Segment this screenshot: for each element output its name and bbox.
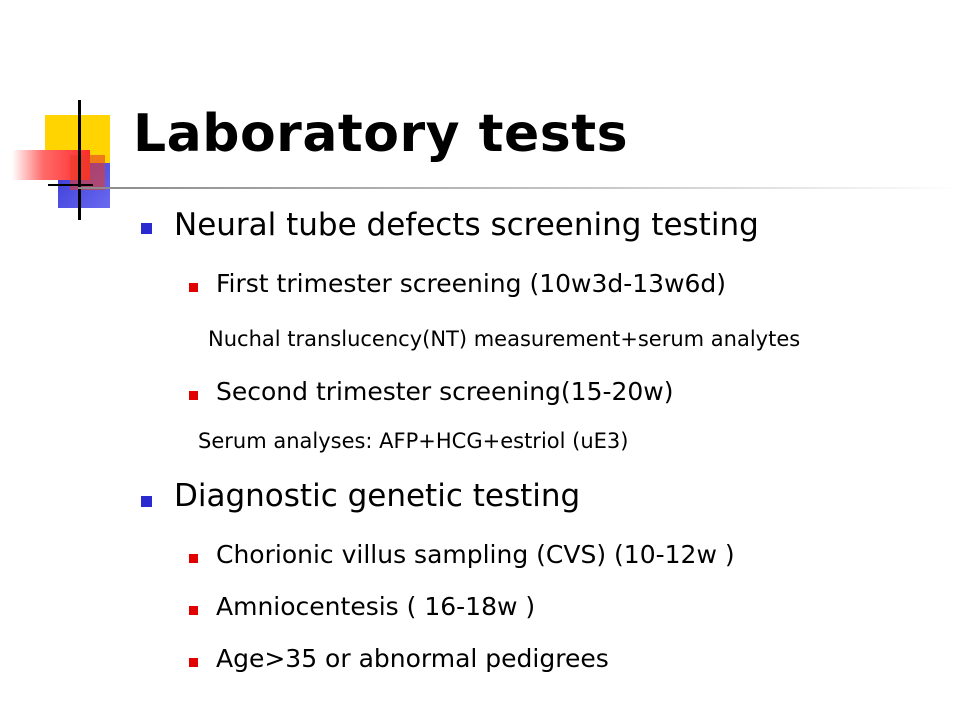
corner-logo-icon bbox=[0, 0, 140, 230]
logo-horizontal-line bbox=[48, 184, 93, 186]
logo-vertical-line bbox=[78, 100, 81, 220]
bullet-square-icon bbox=[141, 496, 152, 507]
sub-bullet-square-icon bbox=[189, 283, 198, 292]
bullet-square-icon bbox=[141, 223, 152, 234]
title-underline bbox=[78, 187, 960, 189]
bullet-item-neural-tube: Neural tube defects screening testing bbox=[174, 207, 759, 243]
sub-item-first-trimester: First trimester screening (10w3d-13w6d) bbox=[216, 269, 727, 298]
sub-item-serum-analyses: Serum analyses: AFP+HCG+estriol (uE3) bbox=[198, 429, 629, 453]
sub-bullet-square-icon bbox=[189, 658, 198, 667]
sub-item-nuchal-translucency: Nuchal translucency(NT) measurement+seru… bbox=[208, 327, 801, 351]
sub-bullet-square-icon bbox=[189, 606, 198, 615]
sub-bullet-square-icon bbox=[189, 391, 198, 400]
bullet-item-diagnostic-genetic: Diagnostic genetic testing bbox=[174, 478, 581, 514]
sub-item-second-trimester: Second trimester screening(15-20w) bbox=[216, 377, 674, 406]
slide-title: Laboratory tests bbox=[133, 104, 629, 164]
sub-item-age-pedigrees: Age>35 or abnormal pedigrees bbox=[216, 644, 609, 673]
sub-bullet-square-icon bbox=[189, 554, 198, 563]
sub-item-cvs: Chorionic villus sampling (CVS) (10-12w … bbox=[216, 540, 735, 569]
sub-item-amniocentesis: Amniocentesis ( 16-18w ) bbox=[216, 592, 536, 621]
